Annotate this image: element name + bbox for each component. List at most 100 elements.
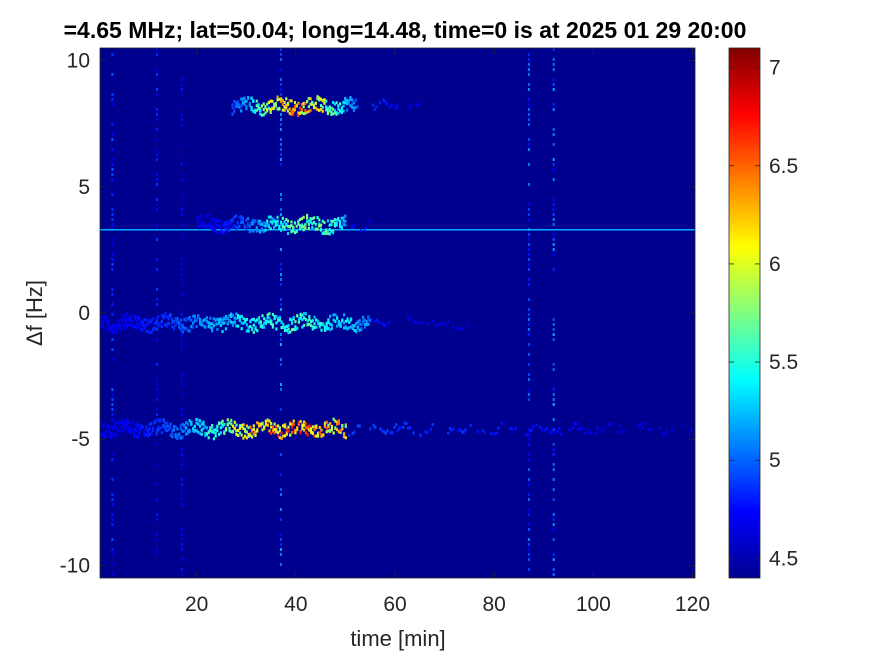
trace-1-cell — [231, 225, 234, 229]
trace-3-cell — [637, 424, 641, 428]
trace-1-cell — [338, 225, 342, 229]
trace-1-cell — [302, 224, 305, 228]
trace-3-cell — [235, 423, 238, 427]
trace-1-cell — [286, 219, 290, 223]
trace-2-cell — [353, 328, 356, 332]
vertical-streak-3 — [279, 148, 282, 151]
trace-1-cell — [325, 231, 328, 235]
trace-2-cell — [195, 324, 198, 328]
trace-2-cell — [290, 318, 294, 322]
trace-3-cell — [344, 436, 347, 440]
vertical-streak-2 — [180, 413, 183, 416]
trace-2-cell — [164, 311, 167, 315]
trace-1-cell — [248, 230, 251, 234]
vertical-streak-5 — [552, 243, 555, 246]
trace-2-cell — [233, 321, 236, 325]
trace-1-cell — [255, 227, 258, 231]
trace-1-cell — [302, 228, 305, 232]
trace-0-cell — [309, 102, 312, 106]
trace-2-cell — [238, 315, 242, 319]
trace-2-cell — [134, 325, 137, 329]
trace-3-cell — [249, 434, 252, 438]
vertical-streak-4 — [527, 323, 530, 326]
vertical-streak-5 — [552, 143, 555, 146]
trace-2-cell — [211, 322, 214, 326]
vertical-streak-5 — [552, 523, 555, 526]
trace-2-cell — [351, 325, 354, 329]
trace-0-cell — [307, 105, 310, 109]
trace-3-cell — [223, 430, 226, 434]
trace-0-cell — [389, 105, 392, 109]
vertical-streak-5 — [552, 518, 555, 521]
trace-3-cell — [132, 434, 136, 438]
trace-2-cell — [115, 331, 118, 335]
trace-2-cell — [105, 315, 108, 319]
vertical-streak-0 — [111, 218, 114, 221]
trace-3-cell — [159, 419, 162, 423]
vertical-streak-5 — [552, 428, 555, 431]
trace-3-cell — [368, 427, 372, 431]
trace-2-cell — [167, 317, 170, 321]
trace-1-cell — [229, 221, 232, 225]
trace-3-cell — [122, 423, 125, 427]
trace-0-cell — [262, 108, 265, 112]
trace-2-cell — [160, 325, 163, 329]
vertical-streak-2 — [180, 173, 183, 176]
vertical-streak-3 — [279, 123, 282, 126]
y-tick-label: 5 — [78, 176, 90, 199]
trace-2-cell — [124, 320, 127, 324]
vertical-streak-4 — [527, 468, 530, 471]
trace-3-cell — [544, 428, 547, 432]
trace-1-cell — [325, 228, 328, 232]
trace-2-cell — [224, 327, 228, 331]
trace-3-cell — [664, 433, 667, 437]
trace-2-cell — [355, 329, 358, 333]
vertical-streak-4 — [527, 378, 530, 381]
vertical-streak-4 — [527, 63, 530, 66]
vertical-streak-0 — [111, 413, 114, 416]
trace-2-cell — [285, 328, 288, 332]
x-tick-label: 80 — [483, 593, 506, 616]
trace-3-cell — [101, 424, 104, 428]
trace-3-cell — [323, 425, 327, 429]
trace-2-cell — [219, 317, 222, 321]
trace-2-cell — [287, 331, 290, 335]
trace-3-cell — [157, 425, 160, 429]
vertical-streak-0 — [111, 258, 114, 261]
trace-0-cell — [252, 109, 255, 113]
vertical-streak-2 — [180, 308, 183, 311]
trace-3-cell — [535, 423, 538, 427]
trace-3-cell — [172, 428, 176, 432]
vertical-streak-2 — [180, 83, 183, 86]
trace-0-cell — [307, 109, 310, 113]
trace-2-cell — [268, 312, 271, 316]
trace-0-cell — [236, 105, 239, 109]
trace-2-cell — [325, 321, 328, 325]
trace-3-cell — [132, 432, 136, 436]
trace-1-cell — [290, 224, 293, 228]
trace-3-cell — [327, 425, 330, 429]
trace-2-cell — [112, 330, 115, 334]
trace-3-cell — [551, 427, 554, 431]
trace-2-cell — [256, 329, 259, 333]
vertical-streak-2 — [180, 503, 183, 506]
vertical-streak-0 — [111, 288, 114, 291]
trace-3-cell — [259, 422, 262, 426]
trace-3-cell — [195, 421, 198, 425]
trace-0-cell — [349, 95, 352, 99]
x-axis-ticks: 20 40 60 80 100 120 — [185, 48, 710, 616]
trace-2-cell — [141, 320, 144, 324]
vertical-streak-5 — [552, 203, 555, 206]
trace-1-cell — [276, 219, 279, 223]
trace-0-cell — [273, 102, 276, 106]
vertical-streak-0 — [111, 518, 114, 521]
trace-2-cell — [146, 330, 150, 334]
trace-2-cell — [211, 326, 214, 330]
trace-1-cell — [274, 223, 277, 227]
trace-1-cell — [290, 220, 293, 224]
trace-1-cell — [219, 219, 222, 223]
vertical-streak-4 — [527, 313, 530, 316]
trace-3-cell — [209, 428, 212, 432]
trace-2-cell — [100, 316, 103, 320]
trace-1-cell — [286, 232, 290, 236]
